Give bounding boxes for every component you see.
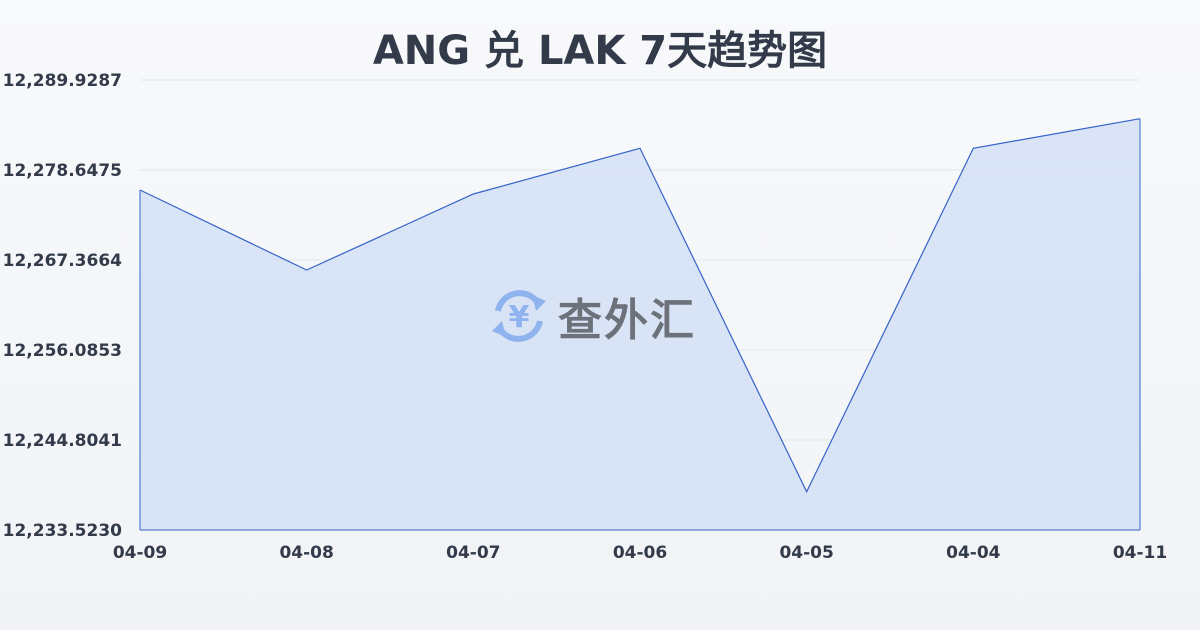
x-tick-label: 04-05 bbox=[779, 543, 833, 563]
yen-exchange-icon: ¥ bbox=[492, 290, 546, 342]
svg-text:¥: ¥ bbox=[509, 300, 530, 335]
x-tick-label: 04-08 bbox=[279, 543, 333, 563]
y-tick-label: 12,256.0853 bbox=[3, 341, 122, 361]
x-tick-label: 04-07 bbox=[446, 543, 500, 563]
chart-title: ANG 兑 LAK 7天趋势图 bbox=[372, 28, 828, 74]
x-tick-label: 04-04 bbox=[946, 543, 1001, 563]
watermark-text: 查外汇 bbox=[558, 295, 696, 346]
area-fill bbox=[140, 118, 1140, 530]
x-tick-label: 04-09 bbox=[113, 543, 167, 563]
y-tick-label: 12,233.5230 bbox=[3, 521, 123, 541]
x-tick-label: 04-06 bbox=[613, 543, 667, 563]
y-tick-label: 12,244.8041 bbox=[3, 431, 122, 451]
y-tick-label: 12,289.9287 bbox=[3, 71, 122, 91]
y-tick-label: 12,278.6475 bbox=[3, 161, 122, 181]
x-tick-label: 04-11 bbox=[1113, 543, 1167, 563]
y-tick-label: 12,267.3664 bbox=[3, 251, 123, 271]
watermark: ¥ 查外汇 bbox=[488, 284, 696, 348]
